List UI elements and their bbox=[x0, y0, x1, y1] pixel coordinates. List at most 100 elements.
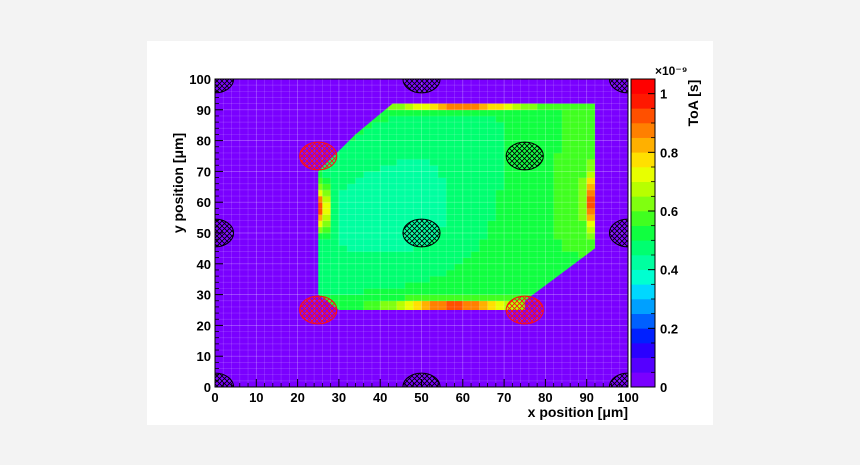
heatmap-cell bbox=[495, 152, 505, 160]
heatmap-cell bbox=[561, 140, 571, 148]
heatmap-cell bbox=[322, 189, 331, 197]
heatmap-cell bbox=[454, 152, 464, 160]
heatmap-cell bbox=[338, 306, 348, 310]
heatmap-cell bbox=[404, 122, 414, 129]
heatmap-cell bbox=[322, 214, 331, 221]
heatmap-cell bbox=[338, 171, 348, 178]
heatmap-cell bbox=[545, 263, 554, 271]
heatmap-cell bbox=[462, 146, 472, 154]
heatmap-cell bbox=[504, 202, 513, 209]
heatmap-cell bbox=[454, 140, 464, 148]
heatmap-cell bbox=[537, 189, 546, 197]
heatmap-cell bbox=[495, 189, 505, 197]
heatmap-cell bbox=[421, 196, 431, 203]
heatmap-cell bbox=[338, 196, 348, 203]
heatmap-cell bbox=[479, 306, 488, 310]
heatmap-cell bbox=[388, 202, 398, 209]
heatmap-cell bbox=[487, 276, 497, 283]
colorbar-segment bbox=[631, 181, 655, 197]
heatmap-cell bbox=[462, 152, 472, 160]
heatmap-cell bbox=[479, 159, 488, 166]
heatmap-cell bbox=[528, 103, 538, 104]
heatmap-cell bbox=[528, 288, 538, 295]
heatmap-cell bbox=[429, 245, 439, 252]
heatmap-cell bbox=[355, 146, 364, 154]
heatmap-cell bbox=[388, 159, 398, 166]
y-tick-label: 0 bbox=[204, 380, 211, 395]
heatmap-cell bbox=[487, 122, 497, 129]
heatmap-cell bbox=[438, 220, 447, 228]
heatmap-cell bbox=[462, 140, 472, 148]
heatmap-cell bbox=[338, 220, 348, 228]
heatmap-cell bbox=[371, 122, 381, 129]
heatmap-cell bbox=[371, 159, 381, 166]
heatmap-cell bbox=[371, 208, 381, 215]
heatmap-cell bbox=[396, 115, 406, 123]
electrode-marker bbox=[215, 218, 235, 248]
heatmap-cell bbox=[553, 202, 563, 209]
heatmap-cell bbox=[380, 245, 389, 252]
heatmap-cell bbox=[371, 128, 381, 135]
heatmap-cell bbox=[438, 300, 447, 308]
heatmap-cell bbox=[438, 109, 447, 117]
heatmap-cell bbox=[545, 140, 554, 148]
heatmap-cell bbox=[512, 214, 521, 221]
heatmap-cell bbox=[504, 128, 513, 135]
heatmap-cell bbox=[318, 288, 323, 295]
heatmap-cell bbox=[520, 276, 530, 283]
heatmap-cell bbox=[322, 202, 331, 209]
heatmap-cell bbox=[570, 146, 579, 154]
heatmap-cell bbox=[396, 263, 406, 271]
heatmap-cell bbox=[504, 103, 513, 104]
highlighted-electrode-marker bbox=[299, 141, 338, 171]
heatmap-cell bbox=[528, 220, 538, 228]
heatmap-cell bbox=[363, 202, 373, 209]
heatmap-cell bbox=[355, 276, 364, 283]
heatmap-cell bbox=[512, 189, 521, 197]
heatmap-cell bbox=[561, 233, 571, 240]
heatmap-cell bbox=[438, 103, 447, 104]
heatmap-cell bbox=[347, 276, 356, 283]
heatmap-cell bbox=[371, 282, 381, 289]
heatmap-cell bbox=[413, 122, 422, 129]
heatmap-cell bbox=[438, 159, 447, 166]
heatmap-cell bbox=[454, 269, 464, 277]
figure-panel: 0 10 20 30 40 50 60 70 80 90 100 0 10 20 30 40 50 60 70 80… bbox=[147, 41, 713, 425]
y-tick-label: 100 bbox=[189, 72, 211, 87]
heatmap-cell bbox=[561, 226, 571, 234]
heatmap-cell bbox=[413, 269, 422, 277]
heatmap-cell bbox=[462, 115, 472, 123]
heatmap-cell bbox=[371, 263, 381, 271]
heatmap-cell bbox=[396, 276, 406, 283]
heatmap-cell bbox=[371, 165, 381, 172]
heatmap-cell bbox=[545, 115, 554, 123]
heatmap-cell bbox=[371, 226, 381, 234]
heatmap-cell bbox=[586, 122, 595, 129]
heatmap-cell bbox=[561, 103, 571, 104]
heatmap-cell bbox=[413, 140, 422, 148]
heatmap-cell bbox=[495, 146, 505, 154]
heatmap-cell bbox=[462, 263, 472, 271]
heatmap-cell bbox=[380, 183, 389, 191]
heatmap-cell bbox=[537, 115, 546, 123]
heatmap-cell bbox=[586, 239, 595, 246]
colorbar-segment bbox=[631, 255, 655, 270]
heatmap-cell bbox=[446, 202, 455, 209]
heatmap-cell bbox=[545, 208, 554, 215]
heatmap-cell bbox=[421, 115, 431, 123]
heatmap-cell bbox=[318, 214, 323, 221]
heatmap-cell bbox=[462, 208, 472, 215]
heatmap-cell bbox=[512, 220, 521, 228]
heatmap-cell bbox=[454, 183, 464, 191]
heatmap-cell bbox=[438, 183, 447, 191]
heatmap-cell bbox=[454, 122, 464, 129]
heatmap-cell bbox=[495, 220, 505, 228]
heatmap-cell bbox=[396, 306, 406, 310]
heatmap-cell bbox=[471, 282, 480, 289]
heatmap-cell bbox=[504, 109, 513, 117]
heatmap-cell bbox=[504, 276, 513, 283]
heatmap-cell bbox=[570, 183, 579, 191]
heatmap-cell bbox=[371, 288, 381, 295]
heatmap-cell bbox=[471, 233, 480, 240]
y-tick-label: 40 bbox=[197, 257, 211, 272]
